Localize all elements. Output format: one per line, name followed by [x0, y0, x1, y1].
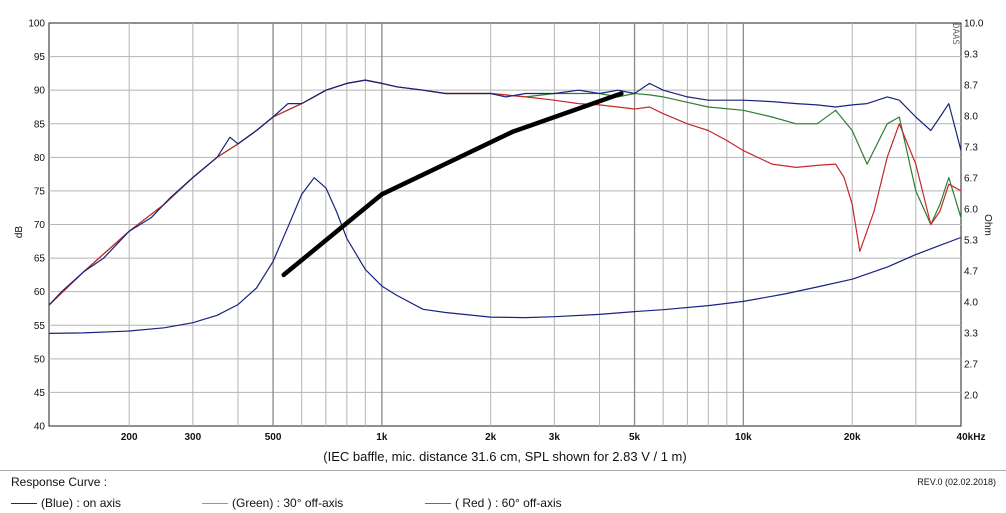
y2-tick-label: 2.0: [964, 391, 978, 402]
legend-item-green: (Green) : 30° off-axis: [202, 496, 343, 510]
y-tick-label: 75: [34, 186, 46, 197]
minor-gridlines: [49, 23, 961, 426]
x-tick-label: 3k: [549, 432, 561, 443]
legend-label-red: ( Red ) : 60° off-axis: [455, 496, 562, 510]
legend-swatch-green: [202, 502, 228, 504]
annotation-line: [281, 91, 624, 278]
y-tick-label: 55: [34, 321, 46, 332]
impedance-curve: [48, 177, 962, 334]
y-tick-label: 65: [34, 254, 46, 265]
watermark-logo: DAAS: [950, 23, 960, 45]
x-tick-label: 5k: [629, 432, 641, 443]
y-tick-label: 60: [34, 287, 46, 298]
x-tick-labels: 200 300 500 1k 2k 3k 5k 10k 20k 40kHz: [121, 432, 986, 443]
y2-tick-label: 9.3: [964, 50, 978, 61]
series-layer: [48, 79, 962, 334]
revision-label: REV.0 (02.02.2018): [917, 477, 996, 487]
y2-tick-label: 8.0: [964, 112, 978, 123]
y2-tick-label: 8.7: [964, 81, 978, 92]
y2-axis-label: Ohm: [982, 214, 993, 236]
y-tick-label: 70: [34, 220, 46, 231]
y2-tick-label: 4.0: [964, 298, 978, 309]
x-tick-label: 10k: [735, 432, 752, 443]
y-tick-label: 100: [28, 19, 45, 30]
footer: Response Curve : REV.0 (02.02.2018) (Blu…: [0, 470, 1006, 513]
legend-label-green: (Green) : 30° off-axis: [232, 496, 344, 510]
frequency-response-chart: 40 45 50 55 60 65 70 75 80 85 90 95 100 2.0 2.7 3.3 4.0…: [14, 19, 993, 465]
y2-tick-label: 5.3: [964, 236, 978, 247]
y-tick-label: 85: [34, 119, 46, 130]
legend-label-blue: (Blue) : on axis: [41, 496, 122, 510]
y2-tick-label: 7.3: [964, 143, 978, 154]
y2-tick-label: 10.0: [964, 19, 984, 30]
footer-title: Response Curve :: [11, 475, 108, 489]
y2-tick-label: 3.3: [964, 329, 978, 340]
x-tick-label: 200: [121, 432, 138, 443]
y2-tick-label: 6.0: [964, 205, 978, 216]
legend-swatch-red: [425, 502, 451, 504]
y2-tick-label: 2.7: [964, 360, 978, 371]
y2-tick-label: 4.7: [964, 267, 978, 278]
left-y-tick-labels: 40 45 50 55 60 65 70 75 80 85 90 95 100: [28, 19, 45, 433]
legend-item-blue: (Blue) : on axis: [11, 496, 121, 510]
y-tick-label: 80: [34, 153, 46, 164]
y2-tick-label: 6.7: [964, 174, 978, 185]
x-tick-label: 2k: [485, 432, 497, 443]
x-tick-label: 20k: [844, 432, 861, 443]
y-axis-label: dB: [14, 226, 25, 239]
response-curve-blue: [48, 79, 962, 306]
y-tick-label: 90: [34, 86, 46, 97]
legend-swatch-blue: [11, 502, 37, 504]
x-tick-label: 1k: [376, 432, 388, 443]
right-y-tick-labels: 2.0 2.7 3.3 4.0 4.7 5.3 6.0 6.7 7.3 8.0 8.7 9.3 10.0: [964, 19, 984, 402]
chart-caption: (IEC baffle, mic. distance 31.6 cm, SPL …: [323, 449, 686, 464]
legend-item-red: ( Red ) : 60° off-axis: [425, 496, 562, 510]
y-tick-label: 95: [34, 52, 46, 63]
y-tick-label: 40: [34, 422, 46, 433]
y-tick-label: 50: [34, 354, 46, 365]
x-tick-label: 500: [265, 432, 282, 443]
y-tick-label: 45: [34, 388, 46, 399]
major-gridlines: [272, 23, 745, 426]
x-tick-label: 300: [185, 432, 202, 443]
x-tick-label: 40kHz: [957, 432, 986, 443]
